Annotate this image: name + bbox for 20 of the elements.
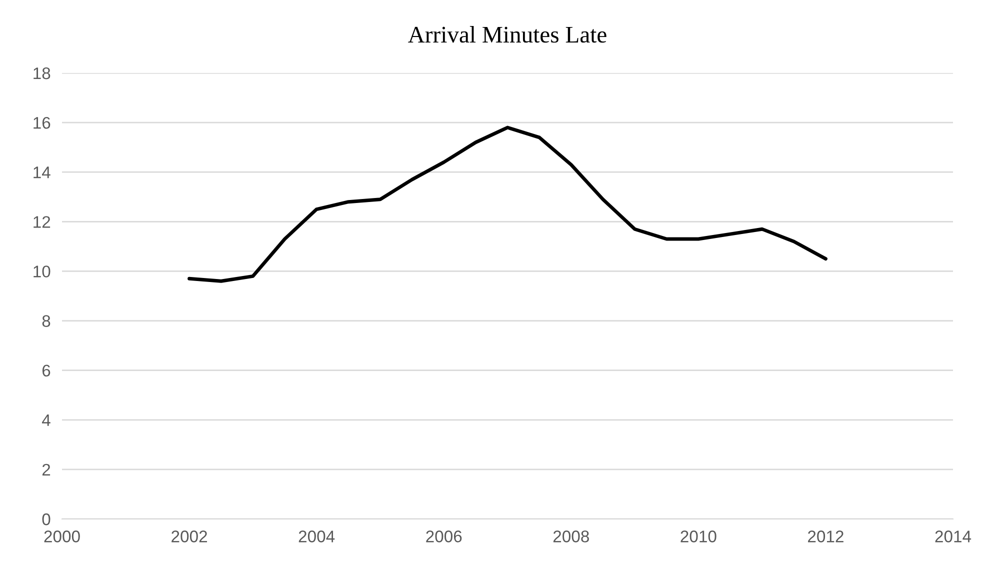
y-tick-label: 6	[42, 364, 50, 377]
y-tick-label: 10	[34, 266, 50, 278]
y-tick-label: 16	[34, 116, 50, 129]
x-tick-label: 2010	[680, 530, 716, 542]
x-tick-label: 2004	[298, 530, 335, 542]
y-tick-label: 12	[34, 216, 50, 228]
chart-title: Arrival Minutes Late	[408, 26, 606, 43]
y-tick-label: 18	[34, 67, 50, 80]
line-series	[188, 126, 828, 283]
x-tick-label: 2014	[935, 530, 972, 542]
x-tick-label: 2002	[172, 530, 207, 542]
x-tick-label: 2012	[808, 530, 844, 542]
y-tick-label: 2	[42, 464, 50, 476]
y-tick-label: 0	[42, 513, 50, 526]
x-tick-label: 2008	[553, 530, 589, 542]
x-tick-label: 2006	[426, 530, 462, 542]
x-tick-label: 2000	[44, 530, 80, 542]
y-tick-label: 14	[34, 166, 50, 178]
y-tick-label: 4	[42, 414, 50, 426]
y-tick-label: 8	[42, 315, 50, 327]
